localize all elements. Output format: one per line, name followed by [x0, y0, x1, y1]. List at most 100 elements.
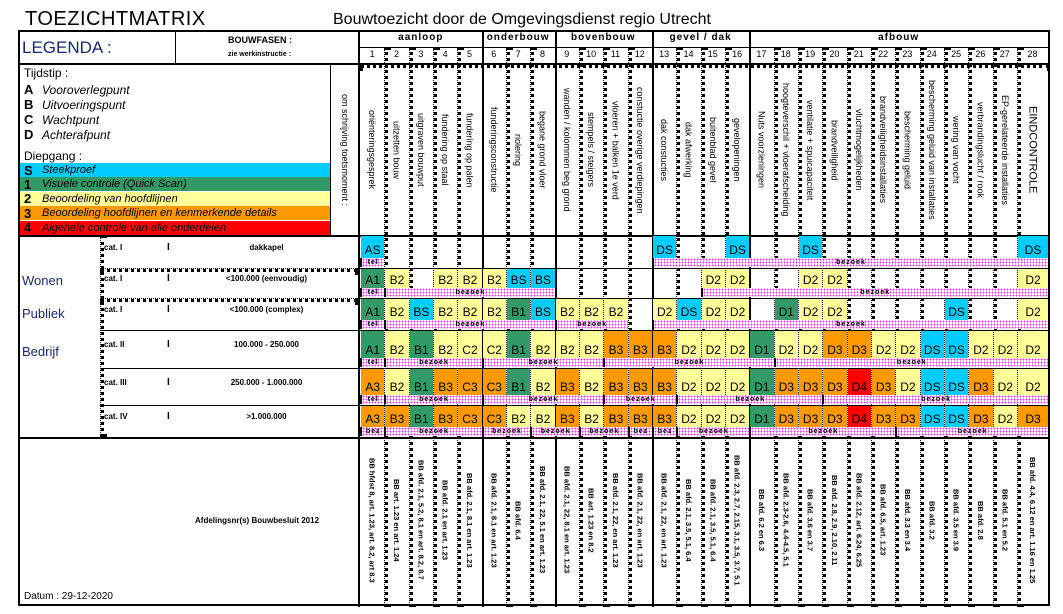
matrix-cell [434, 236, 457, 258]
matrix-cell: DS [677, 299, 701, 320]
column-description: hoogteverschil + vloerafscheiding [780, 83, 791, 217]
matrix-cell: B3 [652, 369, 677, 395]
column-article: BB afd. 2.1, 3.5, 5.1, 6.4 [708, 478, 718, 562]
visit-bar: bezoek [554, 320, 628, 329]
matrix-cell: D2 [1018, 269, 1048, 288]
matrix-cell: DS [944, 406, 969, 427]
matrix-cell [921, 269, 944, 288]
visit-bar: bezoek [481, 395, 604, 404]
matrix-cell [994, 269, 1017, 288]
matrix-cell: C2 [458, 331, 482, 358]
column-number: 13 [659, 49, 670, 59]
row-description: >1.000.000 [246, 412, 287, 421]
column-description: wanden / kolommen beg grond [561, 88, 572, 212]
tijdstip-value: Achterafpunt [42, 128, 111, 142]
matrix-cell: DS [920, 406, 944, 427]
tijdstip-key: A [24, 82, 34, 97]
matrix-cell: A3 [361, 406, 385, 427]
visit-bar: tel [360, 288, 385, 297]
column-article: BB afd. 2.1, 22, en art. 1.23 [659, 472, 669, 568]
column-number: 20 [829, 49, 840, 59]
matrix-cell: D2 [725, 406, 750, 427]
matrix-cell: C2 [482, 331, 506, 358]
column-article: BB afd. 3.5 en 3.9 [951, 488, 961, 552]
column-article: BB afd. 2.1, 22, 8.1 en art. 1.23 [562, 466, 572, 574]
column-article: BB afd. 2.1, 3.5, 5.1, 6.4 [683, 478, 693, 562]
matrix-cell [385, 236, 408, 258]
matrix-cell: C3 [482, 369, 506, 395]
column-article: BB art. 1.23 en art. 1.24 [392, 478, 401, 562]
tijdstip-value: Vooroverlegpunt [42, 83, 130, 97]
matrix-cell: DS [725, 236, 750, 258]
row-category: cat. I [104, 274, 123, 283]
matrix-cell [604, 269, 627, 288]
column-article: BB afd. 6.4 [513, 500, 523, 540]
matrix-cell: BS [409, 299, 433, 320]
column-description: buitenblad gevel [707, 117, 718, 183]
matrix-cell: B2 [458, 269, 482, 288]
tijdstip-value: Uitvoeringspunt [42, 98, 126, 112]
matrix-cell: B3 [628, 406, 652, 427]
visit-bar: bezoek [895, 427, 1048, 436]
matrix-cell [410, 236, 433, 258]
matrix-cell: C3 [458, 406, 482, 427]
matrix-cell: C3 [482, 406, 506, 427]
tijdstip-item-a: A Vooroverlegpunt [24, 82, 130, 97]
matrix-cell [823, 236, 846, 258]
matrix-cell: DS [1018, 236, 1048, 258]
column-number: 18 [780, 49, 791, 59]
matrix-cell [872, 269, 895, 288]
row-marker: I [167, 241, 170, 253]
column-number: 23 [902, 49, 913, 59]
matrix-cell: DS [944, 331, 969, 358]
column-number: 17 [756, 49, 767, 59]
visit-bar: bez [627, 427, 652, 436]
column-description: Nuts voorzieningen [756, 111, 767, 189]
matrix-cell [848, 299, 871, 320]
matrix-cell: D2 [701, 299, 725, 320]
visit-bar: bezoek [481, 427, 531, 436]
column-article: BB afd. 3.2 [927, 500, 937, 540]
visit-bar: bezoek [384, 358, 482, 367]
column-number: 4 [442, 49, 448, 59]
matrix-cell: D3 [969, 369, 993, 395]
matrix-cell: D3 [1018, 406, 1048, 427]
column-article: BB afd. 2.1, 22, 5.1 en art. 1.23 [537, 466, 547, 574]
matrix-cell [507, 236, 530, 258]
matrix-cell: B3 [433, 406, 458, 427]
matrix-cell: B1 [506, 299, 531, 320]
column-article: BB afd. 2.3, 2.7, 2.15, 3.1, 3.5, 3.7, 5… [732, 454, 742, 586]
diepgang-key: 3 [24, 205, 32, 221]
column-article: BB afd. 2.1 en art. 1.23 [440, 479, 450, 561]
column-description: ventilatie + spuicapaciteit [805, 99, 816, 201]
matrix-cell: AS [361, 236, 385, 258]
visit-bar: bezoek [603, 358, 774, 367]
column-number: 21 [853, 49, 864, 59]
matrix-cell: B2 [433, 331, 458, 358]
grid-line [100, 235, 104, 437]
row-marker: I [167, 273, 170, 284]
matrix-cell [653, 269, 676, 288]
column-description: riolering [513, 133, 524, 166]
visit-bar: bezoek [651, 320, 1048, 329]
matrix-cell: D3 [798, 406, 823, 427]
matrix-cell: B2 [433, 269, 458, 288]
matrix-cell: D1 [750, 406, 774, 427]
matrix-cell [896, 269, 919, 288]
matrix-cell [848, 236, 871, 258]
matrix-cell: D3 [896, 406, 920, 427]
visit-bar: bezoek [700, 288, 1048, 297]
matrix-cell: B3 [652, 331, 677, 358]
row-marker: I [167, 339, 170, 350]
matrix-cell: D3 [774, 406, 798, 427]
column-description: EP-gerelateerde installaties [999, 94, 1010, 206]
visit-bar: bezoek [530, 427, 579, 436]
matrix-cell [580, 236, 603, 258]
column-article: BB hfdst 8, art. 1.23, art. 8.2, art 8.3 [367, 457, 377, 583]
matrix-cell [994, 236, 1017, 258]
visit-bar: tel [360, 395, 385, 404]
matrix-cell [677, 236, 700, 258]
column-article: BB afd. 4.4, 6.12 en art. 1.16 en 1.25 [1028, 456, 1037, 584]
diepgang-value: Steekproef [42, 164, 96, 176]
column-number: 3 [418, 49, 424, 59]
